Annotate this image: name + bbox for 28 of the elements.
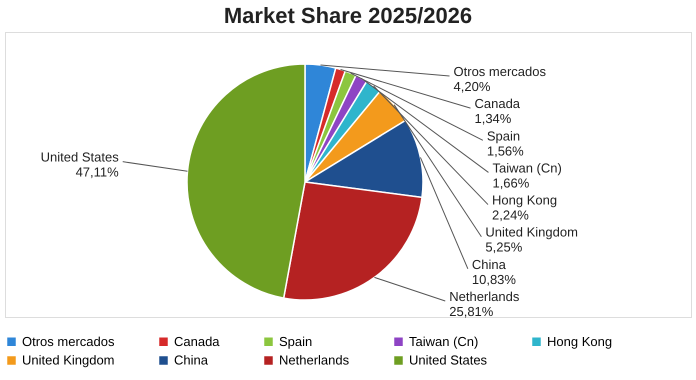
slice-label: United States xyxy=(40,150,120,165)
slice-label: Taiwan (Cn) xyxy=(492,160,562,176)
data-label: 4,20% xyxy=(454,79,491,94)
data-label: 5,25% xyxy=(485,240,523,255)
legend-label: Canada xyxy=(174,334,220,349)
slice-label: China xyxy=(472,256,507,272)
slice-label: Spain xyxy=(486,128,520,144)
data-label: 25,81% xyxy=(449,304,494,319)
data-label: 10,83% xyxy=(472,272,516,287)
legend-label: Otros mercados xyxy=(22,334,115,349)
slice-label: Hong Kong xyxy=(492,192,558,208)
data-label: 47,11% xyxy=(76,164,120,180)
slice-label: Otros mercados xyxy=(454,64,546,79)
legend-label: Netherlands xyxy=(279,352,350,368)
slice-label: Canada xyxy=(474,96,521,112)
slice-label: United Kingdom xyxy=(485,224,578,240)
legend-label: Taiwan (Cn) xyxy=(409,334,478,349)
data-label: 1,56% xyxy=(486,143,524,158)
legend-label: United States xyxy=(409,352,488,368)
data-label: 1,66% xyxy=(492,175,530,190)
chart-title: Market Share 2025/2026 xyxy=(224,3,472,28)
data-label: 1,34% xyxy=(474,111,512,126)
slice-label: Netherlands xyxy=(449,289,520,304)
legend-label: Hong Kong xyxy=(547,334,612,349)
legend-label: United Kingdom xyxy=(22,352,114,368)
legend-label: China xyxy=(174,352,209,368)
legend-label: Spain xyxy=(279,334,312,349)
data-label: 2,24% xyxy=(492,208,530,223)
